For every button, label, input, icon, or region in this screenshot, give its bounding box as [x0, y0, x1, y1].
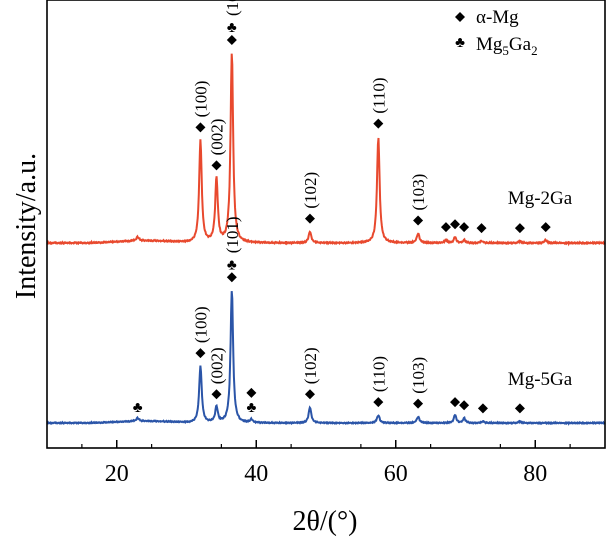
peak-label: (110) [369, 77, 388, 113]
diamond-marker-icon [413, 215, 424, 226]
series-line-mg-2ga [46, 53, 606, 247]
legend-club-icon: ♣ [455, 35, 465, 51]
peak-label: (100) [191, 81, 210, 118]
peak-label: (101) [223, 0, 242, 16]
y-axis-title: Intensity/a.u. [11, 153, 42, 299]
legend-diamond-icon [455, 12, 465, 22]
diamond-marker-icon [413, 398, 424, 409]
diamond-marker-icon [450, 397, 461, 408]
diamond-marker-icon [246, 387, 257, 398]
x-tick-label: 80 [523, 461, 547, 487]
diamond-marker-icon [195, 348, 206, 359]
plot-frame [46, 0, 606, 449]
club-marker-icon: ♣ [133, 400, 143, 416]
x-tick-label: 40 [244, 461, 268, 487]
diamond-marker-icon [440, 222, 451, 233]
peak-label: (102) [301, 347, 320, 384]
diamond-marker-icon [514, 223, 525, 234]
diamond-marker-icon [211, 160, 222, 171]
diamond-marker-icon [211, 389, 222, 400]
legend-alpha-mg-label: α-Mg [476, 7, 519, 28]
diamond-marker-icon [226, 272, 237, 283]
peak-label: (002) [207, 347, 226, 384]
peak-label: (103) [409, 357, 428, 394]
diamond-marker-icon [540, 222, 551, 233]
legend-mg5ga2-label: Mg5Ga2 [476, 34, 538, 58]
peak-label: (002) [207, 119, 226, 156]
series-layer [46, 53, 606, 426]
x-tick-label: 20 [105, 461, 129, 487]
marker-layer: Mg-2Ga(100)(002)♣(101)(102)(110)(103)Mg-… [133, 0, 573, 416]
peak-label: (101) [223, 216, 242, 253]
diamond-marker-icon [304, 389, 315, 400]
peak-label: (100) [191, 306, 210, 343]
legend: α-Mg ♣ Mg5Ga2 [455, 7, 538, 58]
diamond-marker-icon [226, 35, 237, 45]
diamond-marker-icon [450, 219, 461, 230]
diamond-marker-icon [195, 122, 206, 133]
diamond-marker-icon [514, 403, 525, 414]
diamond-marker-icon [304, 213, 315, 224]
tick-layer: 20 40 60 80 [81, 440, 571, 487]
diamond-marker-icon [373, 397, 384, 408]
club-marker-icon: ♣ [227, 20, 237, 36]
peak-label: (110) [369, 356, 388, 392]
diamond-marker-icon [459, 222, 470, 233]
diamond-marker-icon [459, 400, 470, 411]
club-marker-icon: ♣ [227, 257, 237, 273]
series-label-mg-5ga: Mg-5Ga [508, 369, 573, 390]
diamond-marker-icon [477, 403, 488, 414]
diamond-marker-icon [476, 223, 487, 234]
x-axis-title: 2θ/(°) [292, 506, 357, 537]
peak-label: (102) [301, 172, 320, 209]
club-marker-icon: ♣ [246, 400, 256, 416]
x-tick-label: 60 [384, 461, 408, 487]
series-label-mg-2ga: Mg-2Ga [508, 188, 573, 209]
diamond-marker-icon [373, 118, 384, 129]
peak-label: (103) [409, 174, 428, 211]
series-line-mg-5ga [46, 291, 606, 426]
